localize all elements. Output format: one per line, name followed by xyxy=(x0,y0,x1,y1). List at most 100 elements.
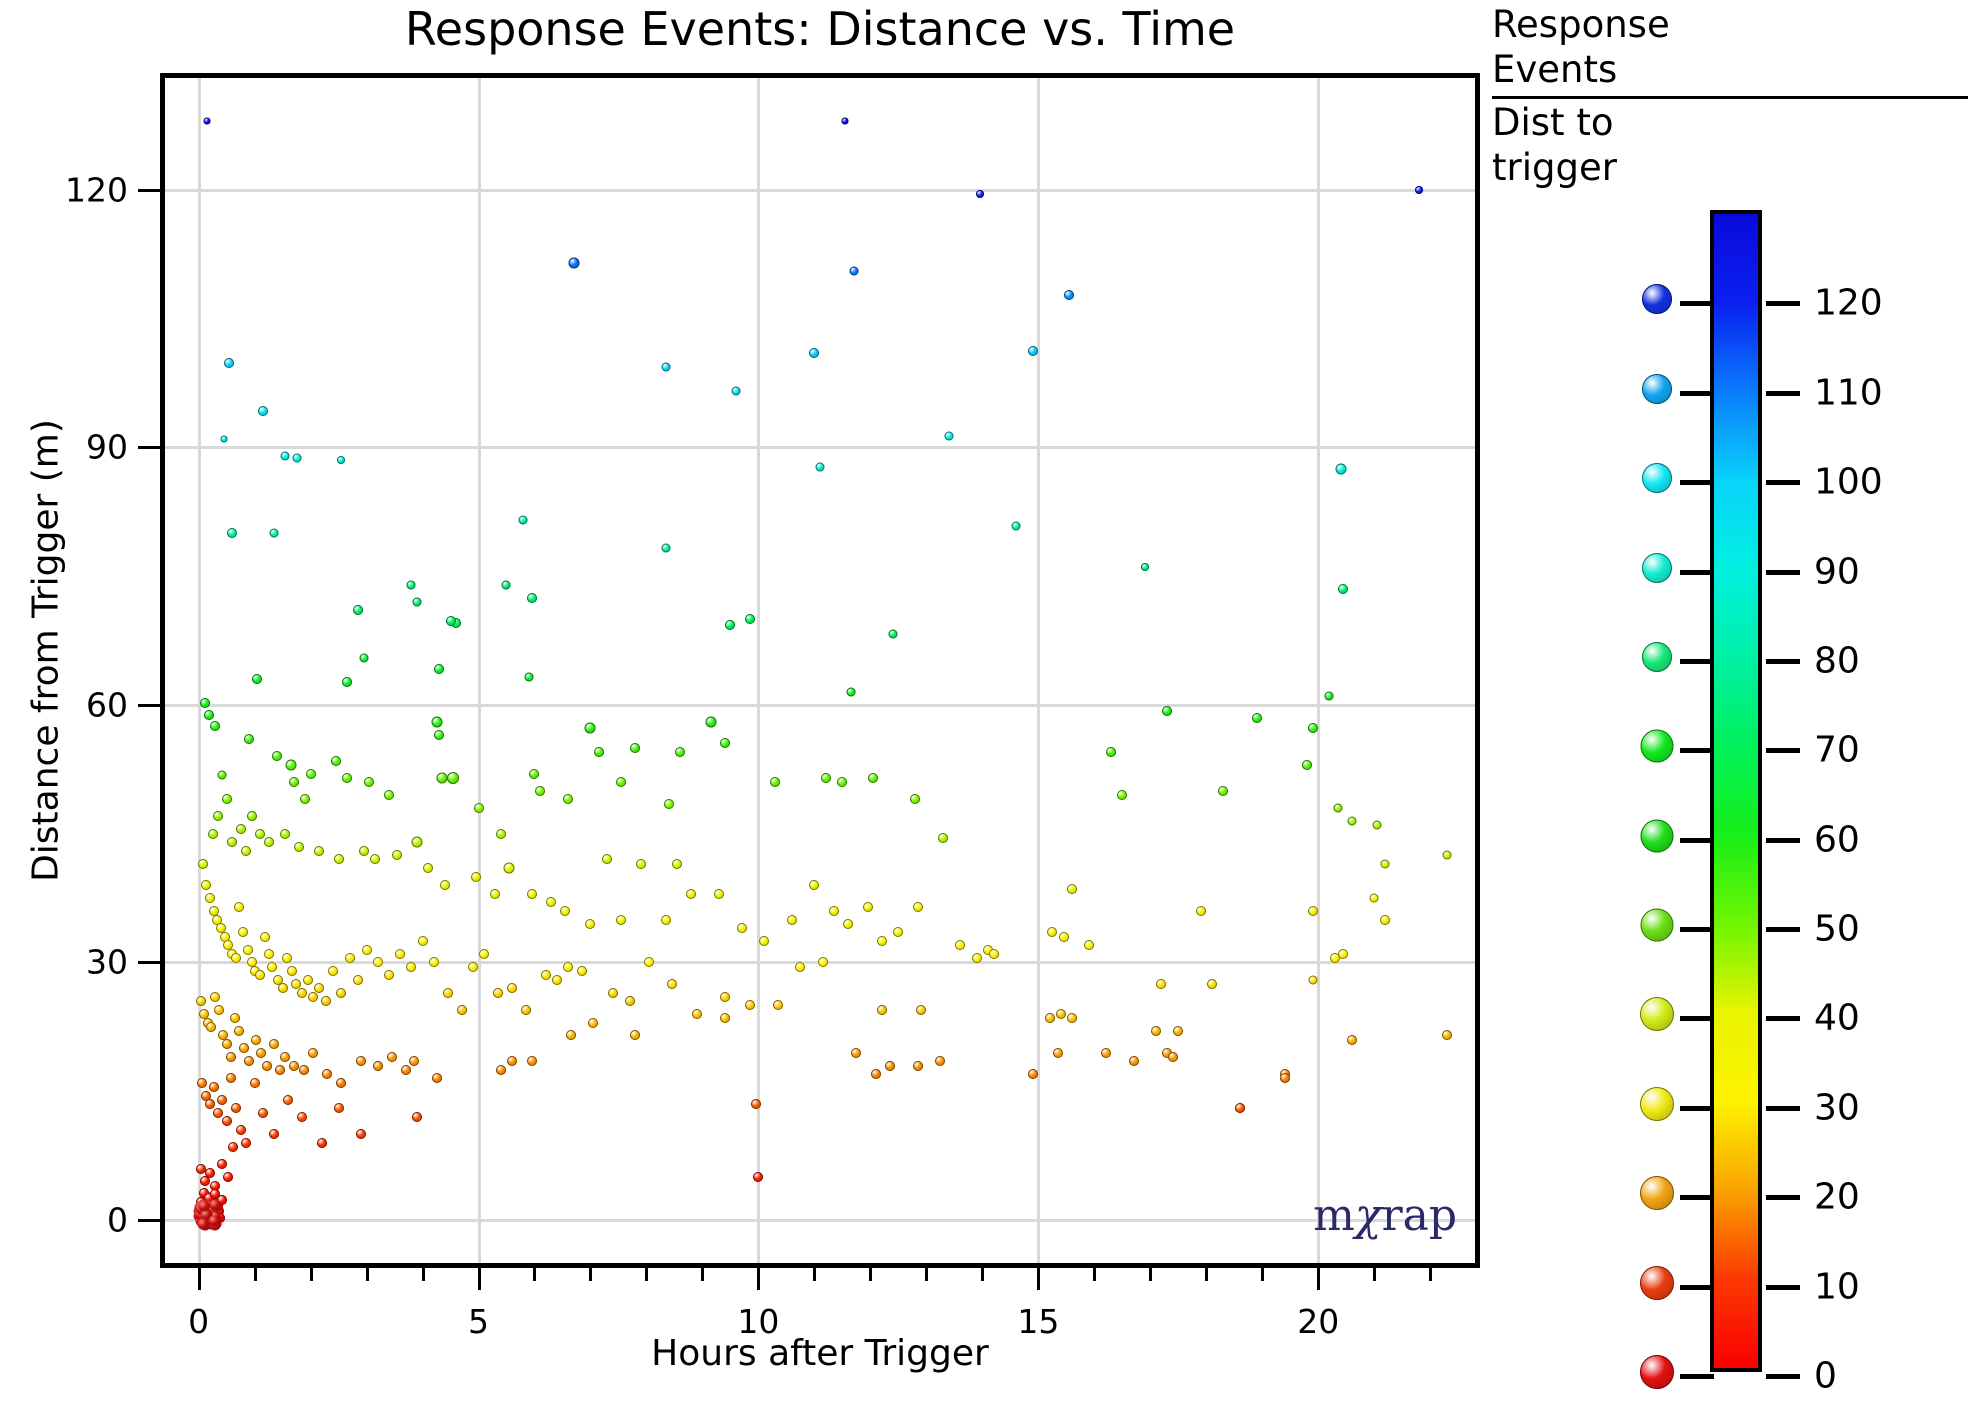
scatter-point xyxy=(1064,290,1074,300)
scatter-point xyxy=(846,687,855,696)
scatter-point xyxy=(384,970,394,980)
x-tick-minor xyxy=(422,1268,425,1281)
scatter-point xyxy=(972,953,982,963)
scatter-point xyxy=(356,1129,366,1139)
scatter-point xyxy=(247,811,257,821)
scatter-point xyxy=(317,1138,327,1148)
scatter-point xyxy=(227,528,237,538)
colorbar-tick xyxy=(1680,1106,1714,1111)
scatter-point xyxy=(809,880,819,890)
scatter-point xyxy=(224,358,234,368)
scatter-point xyxy=(863,902,873,912)
colorbar-tick xyxy=(1766,301,1800,306)
scatter-point xyxy=(297,1112,307,1122)
scatter-point xyxy=(217,1095,227,1105)
scatter-point xyxy=(1067,1013,1077,1023)
scatter-point xyxy=(331,756,341,766)
scatter-point xyxy=(280,1052,290,1062)
scatter-point xyxy=(1443,851,1452,860)
colorbar-size-marker xyxy=(1641,730,1674,763)
scatter-point xyxy=(938,833,948,843)
scatter-point xyxy=(630,743,640,753)
x-tick-minor xyxy=(533,1268,536,1281)
scatter-point xyxy=(226,1052,236,1062)
scatter-point xyxy=(321,996,331,1006)
colorbar-tick-label: 110 xyxy=(1814,372,1883,413)
scatter-point xyxy=(527,889,537,899)
scatter-point xyxy=(630,1030,640,1040)
scatter-point xyxy=(490,889,500,899)
scatter-point xyxy=(675,747,685,757)
scatter-point xyxy=(625,996,635,1006)
scatter-point xyxy=(214,1005,224,1015)
scatter-point xyxy=(222,1039,232,1049)
colorbar-tick-label: 70 xyxy=(1814,730,1860,771)
scatter-point xyxy=(1218,786,1228,796)
scatter-point xyxy=(568,257,579,268)
scatter-point xyxy=(434,664,444,674)
colorbar-tick-label: 80 xyxy=(1814,640,1860,681)
scatter-point xyxy=(773,1000,783,1010)
scatter-point xyxy=(412,1112,422,1122)
scatter-point xyxy=(955,940,965,950)
colorbar-tick xyxy=(1680,838,1714,843)
x-tick-major xyxy=(478,1268,481,1290)
colorbar-tick-label: 40 xyxy=(1814,998,1860,1039)
scatter-point xyxy=(210,992,220,1002)
scatter-point xyxy=(236,824,246,834)
scatter-point xyxy=(226,1073,236,1083)
scatter-point xyxy=(217,1159,227,1169)
scatter-point xyxy=(616,777,626,787)
scatter-point xyxy=(264,949,274,959)
colorbar-tick xyxy=(1766,927,1800,932)
scatter-point xyxy=(231,953,241,963)
x-tick-major xyxy=(198,1268,201,1290)
colorbar-tick xyxy=(1680,748,1714,753)
scatter-point xyxy=(200,1176,210,1186)
scatter-point xyxy=(370,854,380,864)
colorbar-tick-label: 0 xyxy=(1814,1356,1837,1397)
colorbar[interactable]: 0 10 20 30 40 50 60 70 80 90 100 110 120 xyxy=(1710,210,1762,1372)
scatter-point xyxy=(220,435,227,442)
scatter-point xyxy=(282,953,292,963)
scatter-point xyxy=(262,1061,272,1071)
x-tick-minor xyxy=(925,1268,928,1281)
colorbar-size-marker xyxy=(1642,374,1672,404)
scatter-point xyxy=(303,975,313,985)
scatter-point xyxy=(529,769,539,779)
scatter-point xyxy=(328,966,338,976)
colorbar-size-marker xyxy=(1640,997,1674,1031)
scatter-point xyxy=(292,453,301,462)
x-tick-minor xyxy=(1261,1268,1264,1281)
y-tick-major xyxy=(138,961,160,964)
scatter-point xyxy=(423,863,433,873)
x-tick-minor xyxy=(981,1268,984,1281)
scatter-point xyxy=(258,1108,268,1118)
x-tick-minor xyxy=(366,1268,369,1281)
scatter-point xyxy=(1045,1013,1055,1023)
scatter-point xyxy=(944,432,953,441)
scatter-point xyxy=(479,949,489,959)
scatter-point xyxy=(297,988,307,998)
y-tick-major xyxy=(138,446,160,449)
scatter-point xyxy=(431,717,442,728)
y-axis-title: Distance from Trigger (m) xyxy=(26,321,67,981)
scatter-point xyxy=(816,462,825,471)
scatter-point xyxy=(1162,706,1172,716)
scatter-point xyxy=(753,1172,763,1182)
scatter-point xyxy=(868,773,878,783)
colorbar-tick-label: 50 xyxy=(1814,909,1860,950)
scatter-point xyxy=(1067,884,1077,894)
scatter-point xyxy=(662,363,671,372)
x-tick-minor xyxy=(1093,1268,1096,1281)
scatter-point xyxy=(198,859,208,869)
scatter-point xyxy=(888,630,897,639)
scatter-point xyxy=(913,1061,923,1071)
scatter-point xyxy=(239,1043,249,1053)
scatter-point xyxy=(205,1168,215,1178)
scatter-point xyxy=(851,1048,861,1058)
colorbar-size-marker xyxy=(1642,553,1672,583)
x-axis-title: Hours after Trigger xyxy=(160,1333,1480,1374)
scatter-point xyxy=(1333,803,1342,812)
scatter-point xyxy=(1173,1026,1183,1036)
